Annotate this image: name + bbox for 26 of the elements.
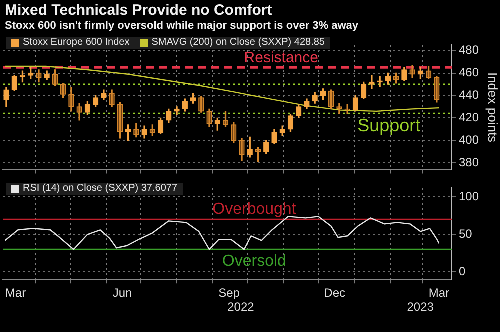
- ref-line-label: Oversold: [222, 253, 286, 270]
- y-tick-label: 50: [459, 226, 473, 241]
- legend-label: Stoxx Europe 600 Index: [23, 37, 130, 49]
- y-tick-label: 480: [459, 43, 480, 58]
- text: 2022: [228, 300, 255, 314]
- text: 2023: [407, 300, 434, 314]
- y-tick-label: 420: [459, 110, 480, 124]
- y-tick-label: 0: [459, 264, 466, 278]
- ref-line-label: Overbought: [212, 201, 297, 218]
- y-tick-label: 460: [459, 66, 480, 80]
- x-tick-label: Jun: [112, 286, 132, 300]
- x-tick-label: Mar: [428, 286, 450, 300]
- y-tick-label: 440: [459, 88, 480, 102]
- chart-title: Mixed Technicals Provide no Comfort: [5, 2, 272, 19]
- y-tick-label: 100: [459, 190, 480, 204]
- ref-line-label: Support: [358, 116, 421, 136]
- y-tick-label: 400: [459, 132, 480, 147]
- x-tick-label: Sep: [218, 286, 240, 300]
- y-tick-label: 380: [459, 155, 480, 170]
- legend-label: SMAVG (200) on Close (SXXP) 428.85: [152, 37, 325, 49]
- x-tick-label: Mar: [5, 286, 26, 300]
- chart-subtitle: Stoxx 600 isn't firmly oversold while major support is over 3% away: [5, 20, 359, 32]
- y-axis-title: Index points: [486, 72, 500, 144]
- ref-line-label: Resistance: [244, 49, 318, 66]
- legend-label: RSI (14) on Close (SXXP) 37.6077: [23, 183, 178, 195]
- x-tick-label: Dec: [324, 286, 346, 300]
